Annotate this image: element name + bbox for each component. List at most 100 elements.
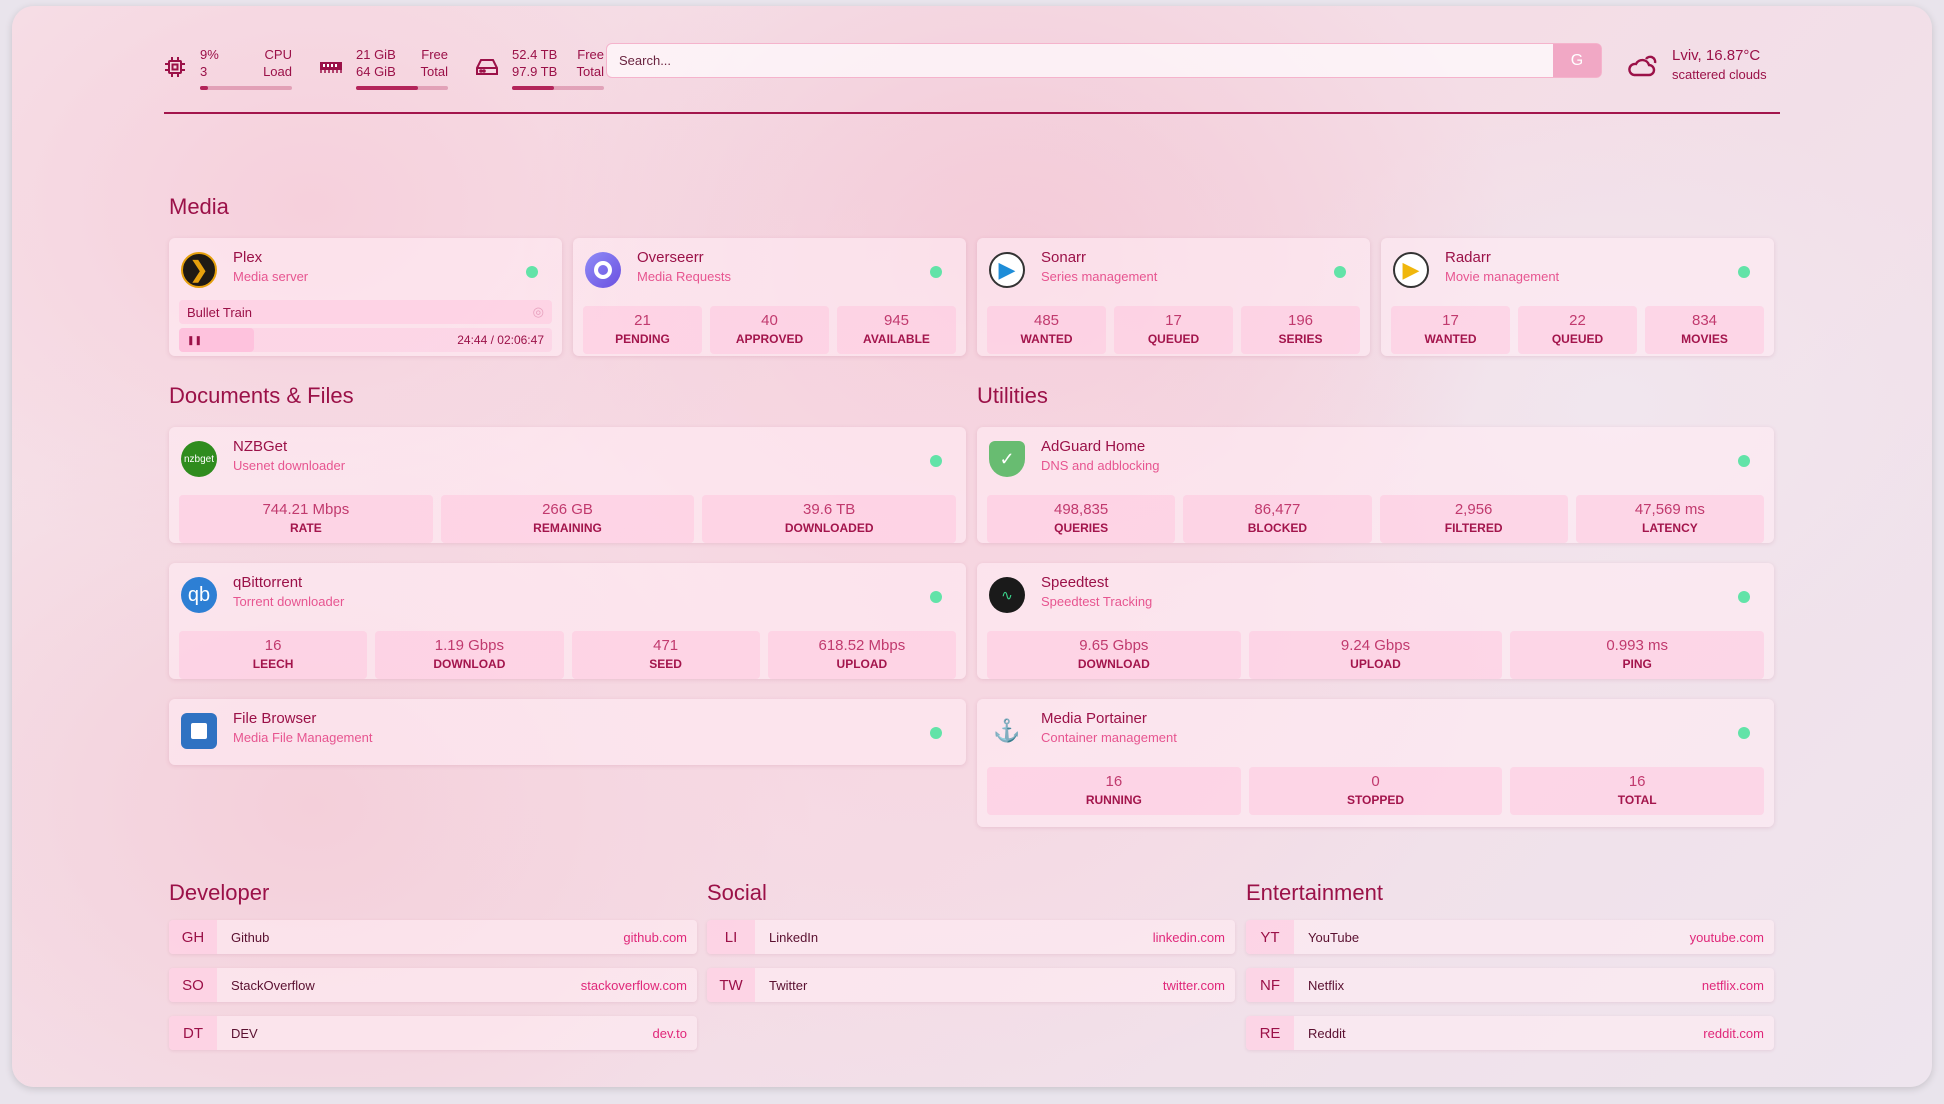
cpu-label: CPU xyxy=(264,47,292,62)
bookmark-abbr: SO xyxy=(169,968,217,1002)
service-header: ∿ Speedtest Speedtest Tracking xyxy=(987,573,1764,617)
bookmark-netflix[interactable]: NF Netflix netflix.com xyxy=(1246,968,1774,1002)
stats-row: 744.21 Mbps RATE 266 GB REMAINING 39.6 TB DOW… xyxy=(179,495,957,543)
section-title-media: Media xyxy=(169,194,229,219)
service-title: Plex Media server xyxy=(233,248,308,286)
bookmark-reddit[interactable]: RE Reddit reddit.com xyxy=(1246,1016,1774,1050)
bookmark-name: YouTube xyxy=(1308,929,1360,945)
bookmark-twitter[interactable]: TW Twitter twitter.com xyxy=(707,968,1235,1002)
radarr-card[interactable]: ▶ Radarr Movie management 17 WANTED 22 QUEUED 8… xyxy=(1381,238,1774,356)
memory-bar xyxy=(356,86,448,90)
stats-row: 16 RUNNING 0 STOPPED 16 TOTAL xyxy=(987,767,1765,815)
bookmark-url: netflix.com xyxy=(1701,977,1764,993)
speedtest-card[interactable]: ∿ Speedtest Speedtest Tracking 9.65 Gbps DOW… xyxy=(977,563,1774,679)
stats-row: 498,835 QUERIES 86,477 BLOCKED 2,956 FILTERED… xyxy=(987,495,1764,543)
stat-label: APPROVED xyxy=(735,332,804,346)
status-indicator xyxy=(1738,455,1750,467)
stats-row: 21 PENDING 40 APPROVED 945 AVAILABLE xyxy=(583,306,956,354)
status-indicator xyxy=(1738,727,1750,739)
memory-widget: 21 GiB Free 64 GiB Total xyxy=(320,46,448,90)
bookmark-youtube[interactable]: YT YouTube youtube.com xyxy=(1246,920,1774,954)
cpu-load-label: Load xyxy=(263,64,292,79)
status-indicator xyxy=(1334,266,1346,278)
bookmark-name: DEV xyxy=(231,1025,258,1041)
service-name[interactable]: Speedtest xyxy=(1041,574,1109,591)
bookmark-github[interactable]: GH Github github.com xyxy=(169,920,697,954)
stream-info-icon[interactable]: ◎ xyxy=(532,304,544,319)
service-header: ❯ Plex Media server xyxy=(179,248,552,292)
media-portainer-card[interactable]: ⚓ Media Portainer Container management 16 RU… xyxy=(977,699,1774,827)
disk-widget: 52.4 TB Free 97.9 TB Total xyxy=(476,46,604,90)
bookmark-url: github.com xyxy=(623,929,687,945)
service-description: Media Requests xyxy=(637,269,731,284)
bookmark-abbr: RE xyxy=(1246,1016,1294,1050)
stat-label: STOPPED xyxy=(1346,793,1405,807)
service-name[interactable]: File Browser xyxy=(233,710,317,727)
status-indicator xyxy=(526,266,538,278)
service-name[interactable]: AdGuard Home xyxy=(1041,438,1146,455)
progress-fill xyxy=(179,328,254,352)
stat-queued: 22 QUEUED xyxy=(1518,306,1637,354)
stat-label: PENDING xyxy=(615,332,670,346)
resource-widgets: 9% CPU 3 Load 21 GiB Free 64 GiB Total 52.4 … xyxy=(164,42,632,92)
stat-value: 196 xyxy=(1287,312,1314,329)
weather-widget: Lviv, 16.87°C scattered clouds xyxy=(1626,46,1767,84)
stat-label: FILTERED xyxy=(1444,521,1503,535)
stat-value: 498,835 xyxy=(1054,501,1109,518)
bookmark-url: twitter.com xyxy=(1162,977,1225,993)
now-playing-progress: ❚❚ 24:44 / 02:06:47 xyxy=(179,328,552,352)
service-description: DNS and adblocking xyxy=(1041,458,1160,473)
stat-label: LATENCY xyxy=(1641,521,1698,535)
bookmark-linkedin[interactable]: LI LinkedIn linkedin.com xyxy=(707,920,1235,954)
adguard-home-card[interactable]: ✓ AdGuard Home DNS and adblocking 498,835 QU… xyxy=(977,427,1774,543)
service-header: Overseerr Media Requests xyxy=(583,248,956,292)
stat-available: 945 AVAILABLE xyxy=(837,306,956,354)
service-name[interactable]: NZBGet xyxy=(233,438,288,455)
search-provider-button[interactable]: G xyxy=(1553,44,1601,77)
service-title: Overseerr Media Requests xyxy=(637,248,731,286)
bookmark-abbr: YT xyxy=(1246,920,1294,954)
bookmark-stackoverflow[interactable]: SO StackOverflow stackoverflow.com xyxy=(169,968,697,1002)
section-title-utilities: Utilities xyxy=(977,383,1048,408)
bookmark-url: stackoverflow.com xyxy=(580,977,687,993)
portainer-icon: ⚓ xyxy=(993,718,1021,743)
stat-label: DOWNLOAD xyxy=(1077,657,1150,671)
stat-ping: 0.993 ms PING xyxy=(1510,631,1765,679)
stat-value: 744.21 Mbps xyxy=(262,501,350,518)
disk-icon xyxy=(476,59,498,75)
bookmark-dev[interactable]: DT DEV dev.to xyxy=(169,1016,697,1050)
plex-icon: ❯ xyxy=(181,252,217,288)
stat-pending: 21 PENDING xyxy=(583,306,702,354)
header-divider xyxy=(164,112,1780,114)
service-name[interactable]: Overseerr xyxy=(637,249,704,266)
stat-total: 16 TOTAL xyxy=(1510,767,1765,815)
weather-condition: scattered clouds xyxy=(1672,67,1767,82)
stat-label: UPLOAD xyxy=(836,657,888,671)
bookmark-abbr: TW xyxy=(707,968,755,1002)
nzbget-card[interactable]: nzbget NZBGet Usenet downloader 744.21 Mbps… xyxy=(169,427,966,543)
status-indicator xyxy=(930,266,942,278)
stat-value: 40 xyxy=(761,312,778,329)
service-name[interactable]: Radarr xyxy=(1445,249,1491,266)
file-browser-card[interactable]: File Browser Media File Management xyxy=(169,699,966,765)
service-header: ▶ Radarr Movie management xyxy=(1391,248,1764,292)
stat-label: UPLOAD xyxy=(1350,657,1401,671)
dashboard-window: 9% CPU 3 Load 21 GiB Free 64 GiB Total 52.4 … xyxy=(12,6,1932,1087)
overseerr-card[interactable]: Overseerr Media Requests 21 PENDING 40 APPROV… xyxy=(573,238,966,356)
search-input[interactable] xyxy=(607,53,1553,68)
service-description: Speedtest Tracking xyxy=(1041,594,1153,609)
service-name[interactable]: qBittorrent xyxy=(233,574,303,591)
service-description: Series management xyxy=(1041,269,1158,284)
stat-value: 266 GB xyxy=(542,501,593,518)
sonarr-card[interactable]: ▶ Sonarr Series management 485 WANTED 17 QUEUE… xyxy=(977,238,1370,356)
qbittorrent-card[interactable]: qb qBittorrent Torrent downloader 16 LEECH 1.… xyxy=(169,563,966,679)
service-name[interactable]: Plex xyxy=(233,249,263,266)
pause-icon[interactable]: ❚❚ xyxy=(187,334,203,345)
now-playing-title: Bullet Train xyxy=(187,304,253,320)
stat-value: 47,569 ms xyxy=(1634,501,1705,518)
bookmark-name: Netflix xyxy=(1308,977,1345,993)
stat-label: DOWNLOADED xyxy=(784,521,874,535)
service-name[interactable]: Sonarr xyxy=(1041,249,1087,266)
plex-card[interactable]: ❯ Plex Media server Bullet Train ◎ ❚❚ 24:44 / … xyxy=(169,238,562,356)
service-name[interactable]: Media Portainer xyxy=(1041,710,1147,727)
